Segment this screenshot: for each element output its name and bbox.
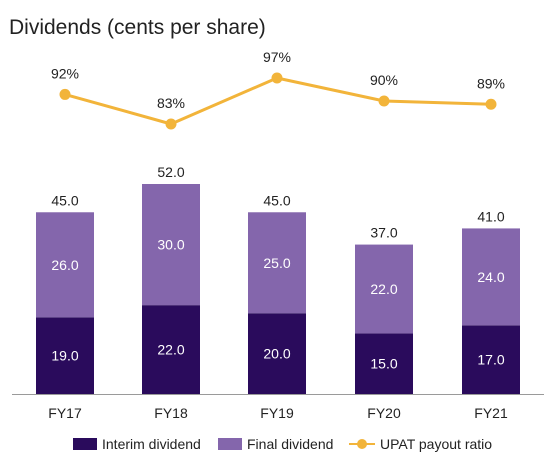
segment-label-interim-fy18: 22.0 — [157, 342, 184, 358]
payout-line — [64, 76, 492, 126]
segment-label-final-fy19: 25.0 — [263, 255, 290, 271]
segment-label-final-fy21: 24.0 — [477, 269, 504, 285]
bar-interim-fy18 — [142, 305, 200, 394]
x-tick-fy17: FY17 — [48, 405, 82, 421]
payout-label-fy20: 90% — [370, 72, 398, 88]
segment-label-interim-fy20: 15.0 — [370, 356, 397, 372]
bar-final-fy20 — [355, 244, 413, 334]
payout-point-fy17 — [59, 88, 71, 100]
bar-interim-fy21 — [462, 325, 520, 394]
total-label-fy20: 37.0 — [370, 225, 397, 241]
x-tick-fy21: FY21 — [474, 405, 508, 421]
legend-item-interim: Interim dividend — [73, 436, 201, 452]
chart-title: Dividends (cents per share) — [9, 16, 266, 39]
x-tick-fy19: FY19 — [260, 405, 294, 421]
bar-final-fy19 — [248, 212, 306, 314]
segment-label-final-fy20: 22.0 — [370, 281, 397, 297]
segment-label-interim-fy17: 19.0 — [51, 348, 78, 364]
x-tick-fy20: FY20 — [367, 405, 401, 421]
bar-group — [36, 184, 520, 394]
legend-label-payout: UPAT payout ratio — [380, 436, 493, 452]
payout-point-fy21 — [485, 98, 497, 110]
bar-final-fy17 — [36, 212, 94, 318]
payout-point-fy18 — [165, 118, 177, 130]
x-tick-fy18: FY18 — [154, 405, 188, 421]
segment-label-final-fy17: 26.0 — [51, 257, 78, 273]
legend: Interim dividend Final dividend UPAT pay… — [0, 436, 550, 458]
legend-label-interim: Interim dividend — [102, 436, 201, 452]
x-axis: FY17 FY18 FY19 FY20 FY21 — [12, 394, 544, 421]
payout-label-fy21: 89% — [477, 75, 505, 91]
bar-interim-fy19 — [248, 313, 306, 394]
payout-label-fy19: 97% — [263, 49, 291, 65]
total-label-fy17: 45.0 — [51, 192, 78, 208]
payout-point-fy20 — [378, 95, 390, 107]
payout-label-fy17: 92% — [51, 65, 79, 81]
segment-label-final-fy18: 30.0 — [157, 237, 184, 253]
legend-item-final: Final dividend — [218, 436, 333, 452]
legend-label-final: Final dividend — [247, 436, 334, 452]
bar-final-fy18 — [142, 184, 200, 306]
payout-point-fy19 — [271, 72, 283, 84]
bar-final-fy21 — [462, 228, 520, 326]
legend-item-payout: UPAT payout ratio — [349, 436, 492, 452]
bar-label-group: 19.0 26.0 45.0 22.0 30.0 52.0 20.0 25.0 45.0 15.0… — [51, 164, 504, 372]
segment-label-interim-fy21: 17.0 — [477, 352, 504, 368]
bar-interim-fy17 — [36, 317, 94, 394]
total-label-fy21: 41.0 — [477, 208, 504, 224]
bar-interim-fy20 — [355, 333, 413, 394]
legend-swatch-final — [218, 438, 242, 450]
payout-label-fy18: 83% — [157, 95, 185, 111]
legend-marker-payout — [349, 438, 375, 450]
segment-label-interim-fy19: 20.0 — [263, 346, 290, 362]
payout-line-group: 92% 83% 97% 90% 89% — [51, 49, 505, 130]
total-label-fy18: 52.0 — [157, 164, 184, 180]
legend-swatch-interim — [73, 438, 97, 450]
total-label-fy19: 45.0 — [263, 192, 290, 208]
